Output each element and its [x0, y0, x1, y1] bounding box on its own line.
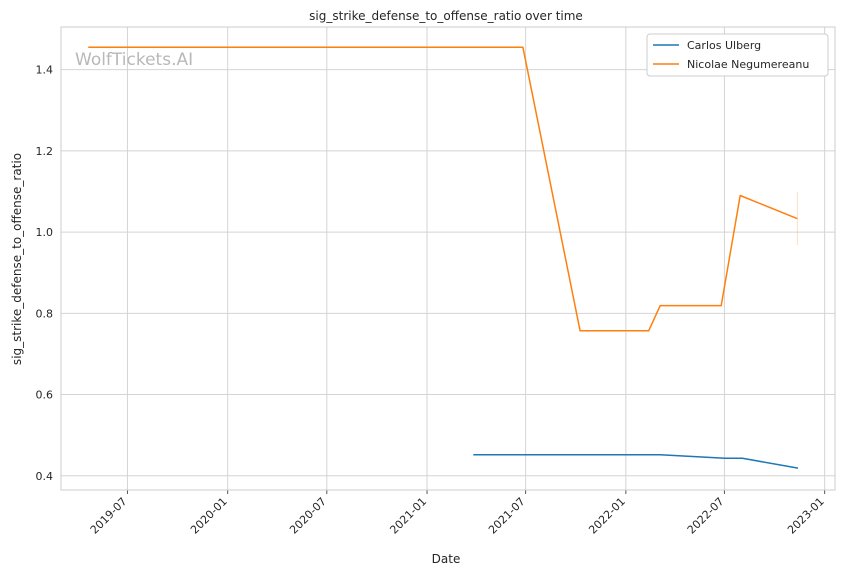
x-tick-label: 2021-07: [486, 495, 528, 537]
legend-label-nicolae-negumereanu: Nicolae Negumereanu: [687, 58, 809, 71]
y-tick-label: 1.2: [36, 145, 54, 158]
x-tick-labels: 2019-07 2020-01 2020-07 2021-01 2021-07 2022-…: [88, 495, 827, 537]
legend-box: [646, 33, 829, 77]
legend: Carlos Ulberg Nicolae Negumereanu: [646, 33, 829, 77]
y-tick-label: 0.4: [36, 470, 54, 483]
y-axis-label: sig_strike_defense_to_offense_ratio: [10, 153, 24, 365]
legend-label-carlos-ulberg: Carlos Ulberg: [687, 39, 761, 52]
chart-title: sig_strike_defense_to_offense_ratio over…: [309, 9, 583, 23]
x-tick-label: 2022-07: [685, 495, 727, 537]
y-tick-label: 0.6: [36, 389, 54, 402]
plot-background: [61, 27, 835, 490]
y-tick-labels: 0.4 0.6 0.8 1.0 1.2 1.4: [36, 64, 54, 483]
y-tick-label: 1.4: [36, 64, 54, 77]
plot-frame: [60, 26, 836, 491]
x-tick-label: 2020-01: [188, 495, 230, 537]
x-tick-label: 2023-01: [785, 495, 827, 537]
x-tick-label: 2019-07: [88, 495, 130, 537]
x-tick-label: 2020-07: [287, 495, 329, 537]
x-tick-label: 2022-01: [586, 495, 628, 537]
watermark: WolfTickets.AI: [75, 50, 193, 70]
series-lines: [88, 46, 799, 469]
y-tick-label: 0.8: [36, 307, 54, 320]
y-tick-label: 1.0: [36, 226, 54, 239]
x-axis-label: Date: [432, 552, 461, 566]
x-tick-label: 2021-01: [387, 495, 429, 537]
series-line-carlos-ulberg: [473, 453, 799, 469]
series-line-nicolae-negumereanu: [88, 46, 798, 332]
